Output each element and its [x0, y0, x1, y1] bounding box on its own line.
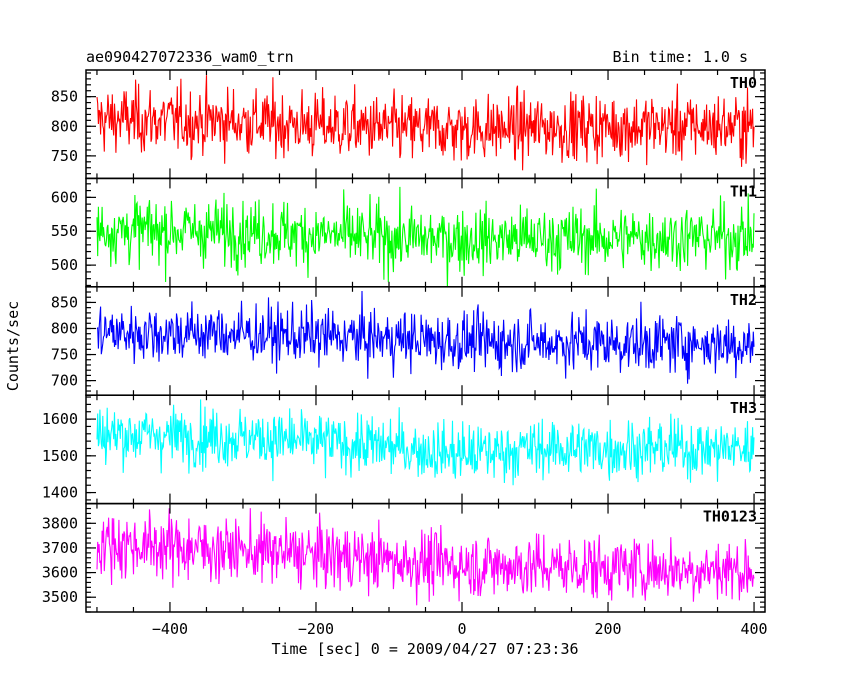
x-tick-label: 400 — [741, 620, 768, 638]
x-tick-label: −400 — [152, 620, 188, 638]
bin-time-label: Bin time: 1.0 s — [613, 48, 748, 66]
y-tick-label: 3500 — [42, 588, 78, 606]
y-tick-label: 850 — [51, 293, 78, 311]
series-label-th3: TH3 — [730, 399, 757, 417]
series-line-th1 — [96, 186, 755, 287]
x-tick-label: 200 — [594, 620, 621, 638]
x-tick-label: −200 — [298, 620, 334, 638]
series-label-th0123: TH0123 — [703, 508, 757, 526]
y-tick-label: 3700 — [42, 539, 78, 557]
series-label-th1: TH1 — [730, 182, 757, 200]
panels-group: 750 800 850 TH0 500 550 600 TH1 700 750 800 850 TH2 1… — [42, 69, 768, 638]
y-tick-label: 800 — [51, 117, 78, 135]
series-line-th0 — [96, 75, 755, 171]
y-axis-label: Counts/sec — [4, 301, 22, 391]
y-tick-label: 700 — [51, 372, 78, 390]
y-tick-label: 1500 — [42, 447, 78, 465]
series-line-th2 — [96, 290, 755, 384]
series-line-th0123 — [96, 508, 755, 606]
chart-title: ae090427072336_wam0_trn — [86, 48, 294, 66]
y-tick-label: 550 — [51, 222, 78, 240]
y-tick-label: 3600 — [42, 564, 78, 582]
y-tick-label: 1600 — [42, 410, 78, 428]
y-tick-label: 600 — [51, 188, 78, 206]
series-line-th3 — [96, 399, 755, 486]
x-axis-label: Time [sec] 0 = 2009/04/27 07:23:36 — [271, 640, 578, 658]
y-tick-label: 3800 — [42, 514, 78, 532]
y-tick-label: 1400 — [42, 484, 78, 502]
y-tick-label: 800 — [51, 319, 78, 337]
series-label-th2: TH2 — [730, 291, 757, 309]
y-tick-label: 750 — [51, 346, 78, 364]
y-tick-label: 750 — [51, 147, 78, 165]
y-tick-label: 850 — [51, 88, 78, 106]
series-label-th0: TH0 — [730, 74, 757, 92]
y-tick-label: 500 — [51, 256, 78, 274]
x-tick-label: 0 — [457, 620, 466, 638]
